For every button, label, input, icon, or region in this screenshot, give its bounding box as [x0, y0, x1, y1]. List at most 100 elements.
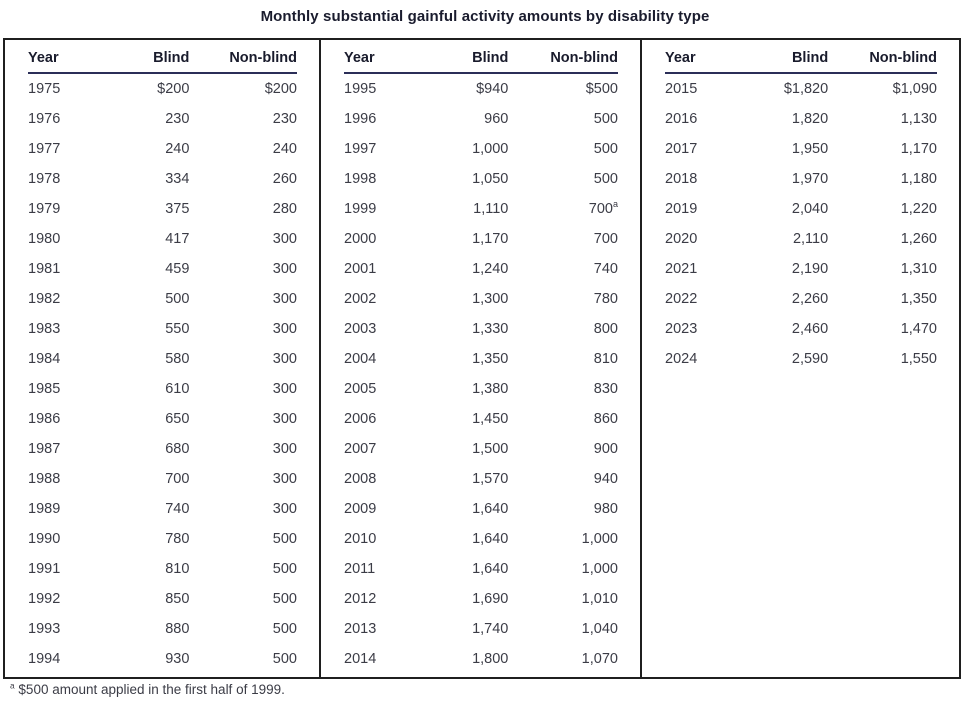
blind-amount-cell: 2,590 [791, 351, 829, 367]
nonblind-amount-cell: $1,090 [892, 81, 937, 97]
year-cell: 2015 [665, 81, 698, 97]
blind-amount-cell: 240 [165, 141, 190, 157]
blind-amount-cell: 2,260 [791, 291, 829, 307]
blind-amount-cell: 1,820 [791, 111, 829, 127]
blind-amount-cell: 680 [165, 441, 190, 457]
table-row: 1999 1,110 700a [344, 194, 618, 224]
blind-amount-cell: 1,500 [472, 441, 509, 457]
year-cell: 2018 [665, 171, 698, 187]
year-cell: 1977 [28, 141, 61, 157]
table-row: 2003 1,330 800 [344, 314, 618, 344]
nonblind-amount-cell: 300 [272, 291, 297, 307]
nonblind-amount-cell: 300 [272, 501, 297, 517]
table-row: 1985 610 300 [28, 374, 297, 404]
table-row: 1994 930 500 [28, 644, 297, 674]
nonblind-amount-cell: 300 [272, 261, 297, 277]
table-column-group-1975-1994: Year Blind Non-blind 1975 $200 $200 1976 230… [5, 40, 321, 677]
year-cell: 2014 [344, 651, 377, 667]
nonblind-amount-cell: 300 [272, 351, 297, 367]
table-column-group-1995-2014: Year Blind Non-blind 1995 $940 $500 1996 960… [321, 40, 642, 677]
year-cell: 1989 [28, 501, 61, 517]
blind-amount-cell: 740 [165, 501, 190, 517]
table-row: 1978 334 260 [28, 164, 297, 194]
nonblind-amount-cell: $500 [585, 81, 618, 97]
year-cell: 1982 [28, 291, 61, 307]
column-header-nonblind: Non-blind [550, 50, 618, 66]
blind-amount-cell: 1,300 [472, 291, 509, 307]
footnote-text: $500 amount applied in the first half of… [18, 682, 285, 697]
blind-amount-cell: 700 [165, 471, 190, 487]
column-header-nonblind: Non-blind [229, 50, 297, 66]
column-header-blind: Blind [472, 50, 509, 66]
table-row: 1986 650 300 [28, 404, 297, 434]
blind-amount-cell: 1,950 [791, 141, 829, 157]
year-cell: 1993 [28, 621, 61, 637]
nonblind-amount-cell: 1,350 [900, 291, 937, 307]
year-cell: 1975 [28, 81, 61, 97]
table-row: 2007 1,500 900 [344, 434, 618, 464]
year-cell: 1985 [28, 381, 61, 397]
year-cell: 1998 [344, 171, 377, 187]
blind-amount-cell: 1,570 [472, 471, 509, 487]
table-row: 2001 1,240 740 [344, 254, 618, 284]
table-row: 2014 1,800 1,070 [344, 644, 618, 674]
table-row: 2022 2,260 1,350 [665, 284, 937, 314]
column-header-nonblind: Non-blind [869, 50, 937, 66]
blind-amount-cell: 2,040 [791, 201, 829, 217]
nonblind-amount-cell: 500 [593, 111, 618, 127]
table-row: 2009 1,640 980 [344, 494, 618, 524]
blind-amount-cell: 1,800 [472, 651, 509, 667]
table-row: 2024 2,590 1,550 [665, 344, 937, 374]
table-row: 2010 1,640 1,000 [344, 524, 618, 554]
nonblind-amount-cell: 230 [272, 111, 297, 127]
year-cell: 2023 [665, 321, 698, 337]
footnote-marker: a [10, 680, 15, 691]
table-row: 2006 1,450 860 [344, 404, 618, 434]
nonblind-amount-cell: 1,000 [581, 531, 618, 547]
year-cell: 1996 [344, 111, 377, 127]
blind-amount-cell: 2,110 [792, 231, 829, 247]
year-cell: 1986 [28, 411, 61, 427]
table-row: 1992 850 500 [28, 584, 297, 614]
table-row: 2023 2,460 1,470 [665, 314, 937, 344]
nonblind-amount-cell: 500 [272, 621, 297, 637]
table-row: 2005 1,380 830 [344, 374, 618, 404]
blind-amount-cell: 2,460 [791, 321, 829, 337]
column-header-year: Year [28, 50, 59, 66]
blind-amount-cell: 850 [165, 591, 190, 607]
table-row: 2017 1,950 1,170 [665, 134, 937, 164]
year-cell: 1991 [28, 561, 61, 577]
blind-amount-cell: 375 [165, 201, 190, 217]
table-body: 1975 $200 $200 1976 230 230 1977 240 240 1978 334 2… [28, 74, 297, 674]
blind-amount-cell: 1,110 [473, 201, 509, 217]
column-header-year: Year [665, 50, 696, 66]
table-row: 2018 1,970 1,180 [665, 164, 937, 194]
blind-amount-cell: 610 [165, 381, 190, 397]
blind-amount-cell: 1,640 [472, 561, 509, 577]
blind-amount-cell: 1,640 [472, 501, 509, 517]
sga-amounts-table: Year Blind Non-blind 1975 $200 $200 1976 230… [3, 38, 961, 679]
nonblind-amount-cell: 500 [593, 171, 618, 187]
table-row: 2016 1,820 1,130 [665, 104, 937, 134]
table-row: 1993 880 500 [28, 614, 297, 644]
nonblind-amount-cell: 1,470 [900, 321, 937, 337]
year-cell: 2022 [665, 291, 698, 307]
year-cell: 1981 [28, 261, 61, 277]
year-cell: 2011 [344, 561, 376, 577]
table-header-row: Year Blind Non-blind [28, 40, 297, 74]
year-cell: 2001 [344, 261, 377, 277]
table-row: 2013 1,740 1,040 [344, 614, 618, 644]
blind-amount-cell: 1,690 [472, 591, 509, 607]
blind-amount-cell: 880 [165, 621, 190, 637]
table-row: 2008 1,570 940 [344, 464, 618, 494]
nonblind-amount-cell: 830 [593, 381, 618, 397]
table-body: 1995 $940 $500 1996 960 500 1997 1,000 500 1998 1,… [344, 74, 618, 674]
table-row: 1998 1,050 500 [344, 164, 618, 194]
page-title: Monthly substantial gainful activity amo… [260, 8, 710, 25]
table-row: 1977 240 240 [28, 134, 297, 164]
year-cell: 2021 [665, 261, 698, 277]
table-row: 1981 459 300 [28, 254, 297, 284]
nonblind-amount-cell: 260 [272, 171, 297, 187]
blind-amount-cell: 580 [165, 351, 190, 367]
year-cell: 1994 [28, 651, 61, 667]
